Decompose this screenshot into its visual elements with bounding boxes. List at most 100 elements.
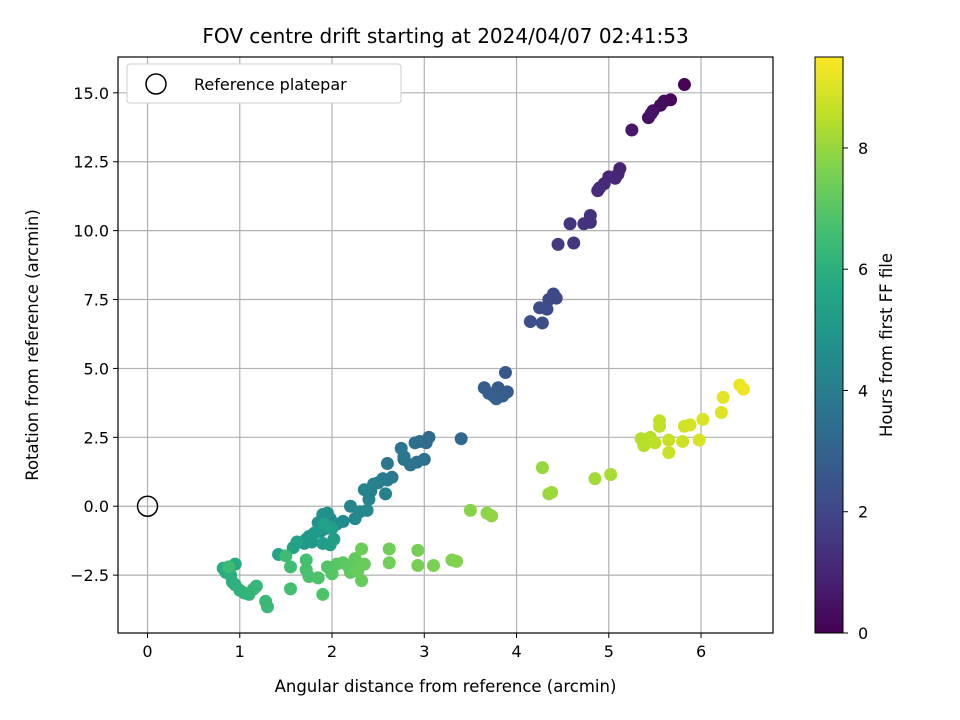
data-point (653, 414, 667, 428)
colorbar-tick-label: 6 (858, 260, 868, 279)
data-point (348, 512, 362, 526)
data-point (362, 492, 376, 506)
x-tick-label: 6 (696, 642, 706, 661)
data-point (316, 587, 330, 601)
data-point (249, 579, 263, 593)
y-tick-label: 10.0 (73, 222, 109, 241)
colorbar-ticks: 0 2 4 6 8 (843, 139, 868, 643)
legend: Reference platepar (126, 63, 402, 104)
data-point (357, 483, 371, 497)
data-point (397, 450, 411, 464)
data-point (355, 574, 369, 588)
data-point (284, 582, 298, 596)
data-point (676, 434, 690, 448)
colorbar-tick-label: 8 (858, 139, 868, 158)
data-point (533, 301, 547, 315)
data-point (696, 412, 710, 426)
data-point (523, 315, 537, 329)
data-point (714, 406, 728, 420)
x-tick-label: 3 (419, 642, 429, 661)
data-point (736, 382, 750, 396)
data-point (485, 509, 499, 523)
data-point (380, 457, 394, 471)
data-point (588, 472, 602, 486)
data-point (591, 184, 605, 198)
chart-title: FOV centre drift starting at 2024/04/07 … (202, 24, 688, 48)
data-point (567, 236, 581, 250)
x-tick-label: 1 (235, 642, 245, 661)
data-point (692, 433, 706, 447)
data-point (360, 503, 374, 517)
colorbar-tick-label: 0 (858, 624, 868, 643)
data-point (299, 553, 313, 567)
data-point (357, 557, 371, 571)
x-tick-label: 5 (604, 642, 614, 661)
data-point (382, 556, 396, 570)
data-point (551, 237, 565, 251)
legend-marker-icon (145, 73, 167, 95)
data-point (327, 532, 341, 546)
data-point (657, 94, 671, 108)
data-point (318, 517, 332, 531)
data-point (427, 558, 441, 572)
data-points (216, 78, 750, 614)
x-axis-label: Angular distance from reference (arcmin) (275, 677, 617, 696)
axis-ticks: 0 1 2 3 4 5 6 −2.5 0.0 2.5 5.0 7.5 10.0 12.5 15.0 (70, 84, 706, 661)
data-point (379, 487, 393, 501)
data-point (535, 316, 549, 330)
y-tick-label: 7.5 (84, 291, 109, 310)
colorbar (814, 56, 844, 634)
data-point (308, 525, 322, 539)
y-tick-label: 5.0 (84, 359, 109, 378)
data-point (450, 554, 464, 568)
colorbar-tick-label: 2 (858, 503, 868, 522)
plot-area (118, 57, 773, 633)
data-point (279, 549, 293, 563)
reference-platepar-marker (136, 495, 159, 517)
data-point (677, 78, 691, 92)
data-point (489, 392, 503, 406)
x-tick-label: 2 (327, 642, 337, 661)
data-point (284, 560, 298, 574)
data-point (355, 542, 369, 556)
data-point (662, 445, 676, 459)
y-tick-label: 15.0 (73, 84, 109, 103)
data-point (382, 542, 396, 556)
data-point (542, 293, 556, 307)
data-point (577, 217, 591, 231)
data-point (716, 390, 730, 404)
data-point (454, 432, 468, 446)
data-point (545, 485, 559, 499)
y-axis-label: Rotation from reference (arcmin) (23, 209, 42, 481)
legend-box (126, 63, 402, 104)
grid (118, 57, 773, 633)
data-point (535, 461, 549, 475)
legend-label: Reference platepar (194, 75, 347, 94)
y-tick-label: 12.5 (73, 153, 109, 172)
y-tick-label: 0.0 (84, 497, 109, 516)
colorbar-tick-label: 4 (858, 381, 868, 400)
plot-frame (117, 56, 774, 634)
data-point (683, 418, 697, 432)
y-tick-label: −2.5 (70, 566, 109, 585)
y-tick-label: 2.5 (84, 428, 109, 447)
colorbar-label: Hours from first FF file (877, 253, 896, 437)
data-point (644, 106, 658, 120)
data-point (498, 366, 512, 380)
data-point (604, 468, 618, 482)
data-point (463, 503, 477, 517)
data-point (325, 567, 339, 581)
data-point (260, 600, 274, 614)
data-point (648, 436, 662, 450)
x-tick-label: 4 (511, 642, 521, 661)
data-point (411, 558, 425, 572)
data-point (222, 560, 236, 574)
data-point (662, 433, 676, 447)
data-point (625, 123, 639, 137)
data-point (311, 571, 325, 585)
x-tick-label: 0 (142, 642, 152, 661)
data-point (408, 436, 422, 450)
data-point (563, 217, 577, 231)
data-point (411, 543, 425, 557)
